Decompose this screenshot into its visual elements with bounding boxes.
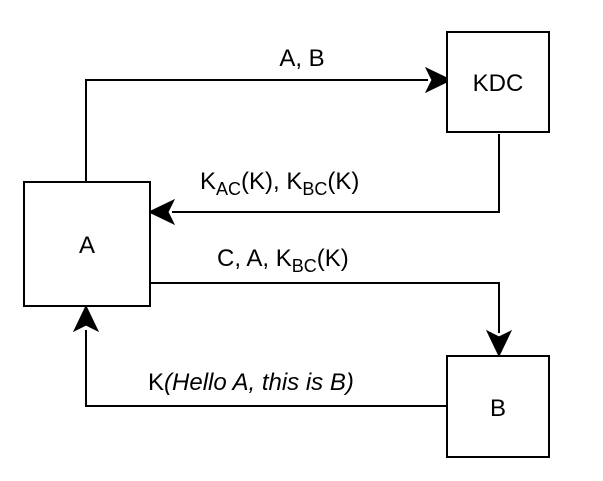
message-text: (Hello A, this is B) bbox=[164, 369, 354, 396]
subscript-bc: BC bbox=[292, 256, 317, 276]
node-b-label: B bbox=[490, 395, 506, 422]
subscript-bc: BC bbox=[302, 179, 327, 199]
node-b: B bbox=[446, 355, 550, 458]
edge-label-a-b: A, B bbox=[279, 45, 324, 72]
label-end: (K) bbox=[327, 168, 359, 195]
key-k-ac: K bbox=[200, 168, 216, 195]
label-prefix: C, A, bbox=[217, 245, 276, 272]
edge-label-kac-kbc: KAC(K), KBC(K) bbox=[200, 168, 359, 199]
key-k-bc: K bbox=[276, 245, 292, 272]
edge-label-c-a-kbc: C, A, KBC(K) bbox=[217, 245, 349, 276]
key-k: K bbox=[148, 369, 164, 396]
node-a-label: A bbox=[79, 232, 95, 259]
edge-a-to-b bbox=[150, 282, 513, 358]
label-middle: (K), bbox=[241, 168, 286, 195]
edge-kdc-to-a bbox=[147, 134, 500, 226]
key-k-bc: K bbox=[286, 168, 302, 195]
edge-b-to-a bbox=[72, 304, 447, 407]
edge-a-to-kdc bbox=[85, 66, 453, 182]
edge-label-hello: K(Hello A, this is B) bbox=[148, 369, 354, 396]
label-end: (K) bbox=[317, 245, 349, 272]
node-kdc: KDC bbox=[446, 31, 550, 133]
node-kdc-label: KDC bbox=[473, 70, 524, 97]
subscript-ac: AC bbox=[216, 179, 241, 199]
node-a: A bbox=[23, 181, 151, 307]
